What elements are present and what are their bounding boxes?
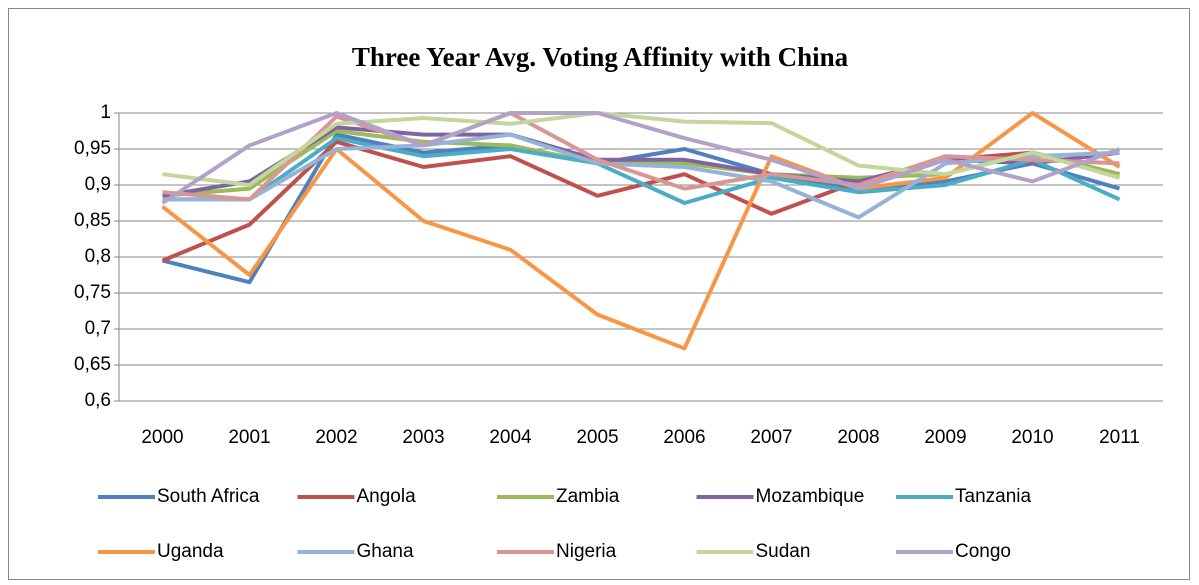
series-line: [162, 111, 1120, 202]
y-tick-label: 0,65: [74, 354, 111, 375]
x-tick-label: 2000: [141, 427, 183, 448]
series-line: [161, 111, 1121, 351]
series-line: [161, 111, 1121, 205]
series-line: [162, 136, 1121, 205]
y-tick-label: 0,8: [85, 246, 111, 267]
legend-label: Sudan: [756, 541, 811, 562]
x-tick-label: 2001: [228, 427, 270, 448]
legend-label: South Africa: [157, 486, 260, 507]
x-tick-label: 2010: [1011, 427, 1053, 448]
y-tick-label: 0,95: [74, 138, 111, 159]
legend-label: Mozambique: [756, 486, 865, 507]
x-tick-label: 2009: [924, 427, 966, 448]
legend-label: Angola: [357, 486, 417, 507]
legend-label: Congo: [955, 541, 1011, 562]
y-tick-label: 0,85: [74, 210, 111, 231]
legend-label: Nigeria: [556, 541, 617, 562]
x-tick-label: 2003: [402, 427, 444, 448]
x-tick-label: 2011: [1099, 427, 1140, 448]
chart-border: [8, 8, 1190, 580]
series-line: [162, 111, 1121, 187]
legend-label: Uganda: [157, 541, 224, 562]
legend-label: Ghana: [357, 541, 414, 562]
x-tick-label: 2004: [489, 427, 532, 448]
chart-title: Three Year Avg. Voting Affinity with Chi…: [352, 42, 849, 72]
x-tick-label: 2002: [315, 427, 357, 448]
y-tick-label: 0,7: [85, 318, 111, 339]
y-tick-label: 0,6: [85, 390, 111, 411]
x-tick-label: 2007: [750, 427, 792, 448]
y-tick-label: 0,75: [74, 282, 111, 303]
legend-label: Zambia: [556, 486, 620, 507]
x-tick-label: 2008: [837, 427, 879, 448]
x-tick-label: 2005: [576, 427, 618, 448]
x-tick-label: 2006: [663, 427, 705, 448]
y-tick-label: 0,9: [85, 174, 111, 195]
legend-label: Tanzania: [955, 486, 1031, 507]
y-tick-label: 1: [100, 102, 111, 123]
